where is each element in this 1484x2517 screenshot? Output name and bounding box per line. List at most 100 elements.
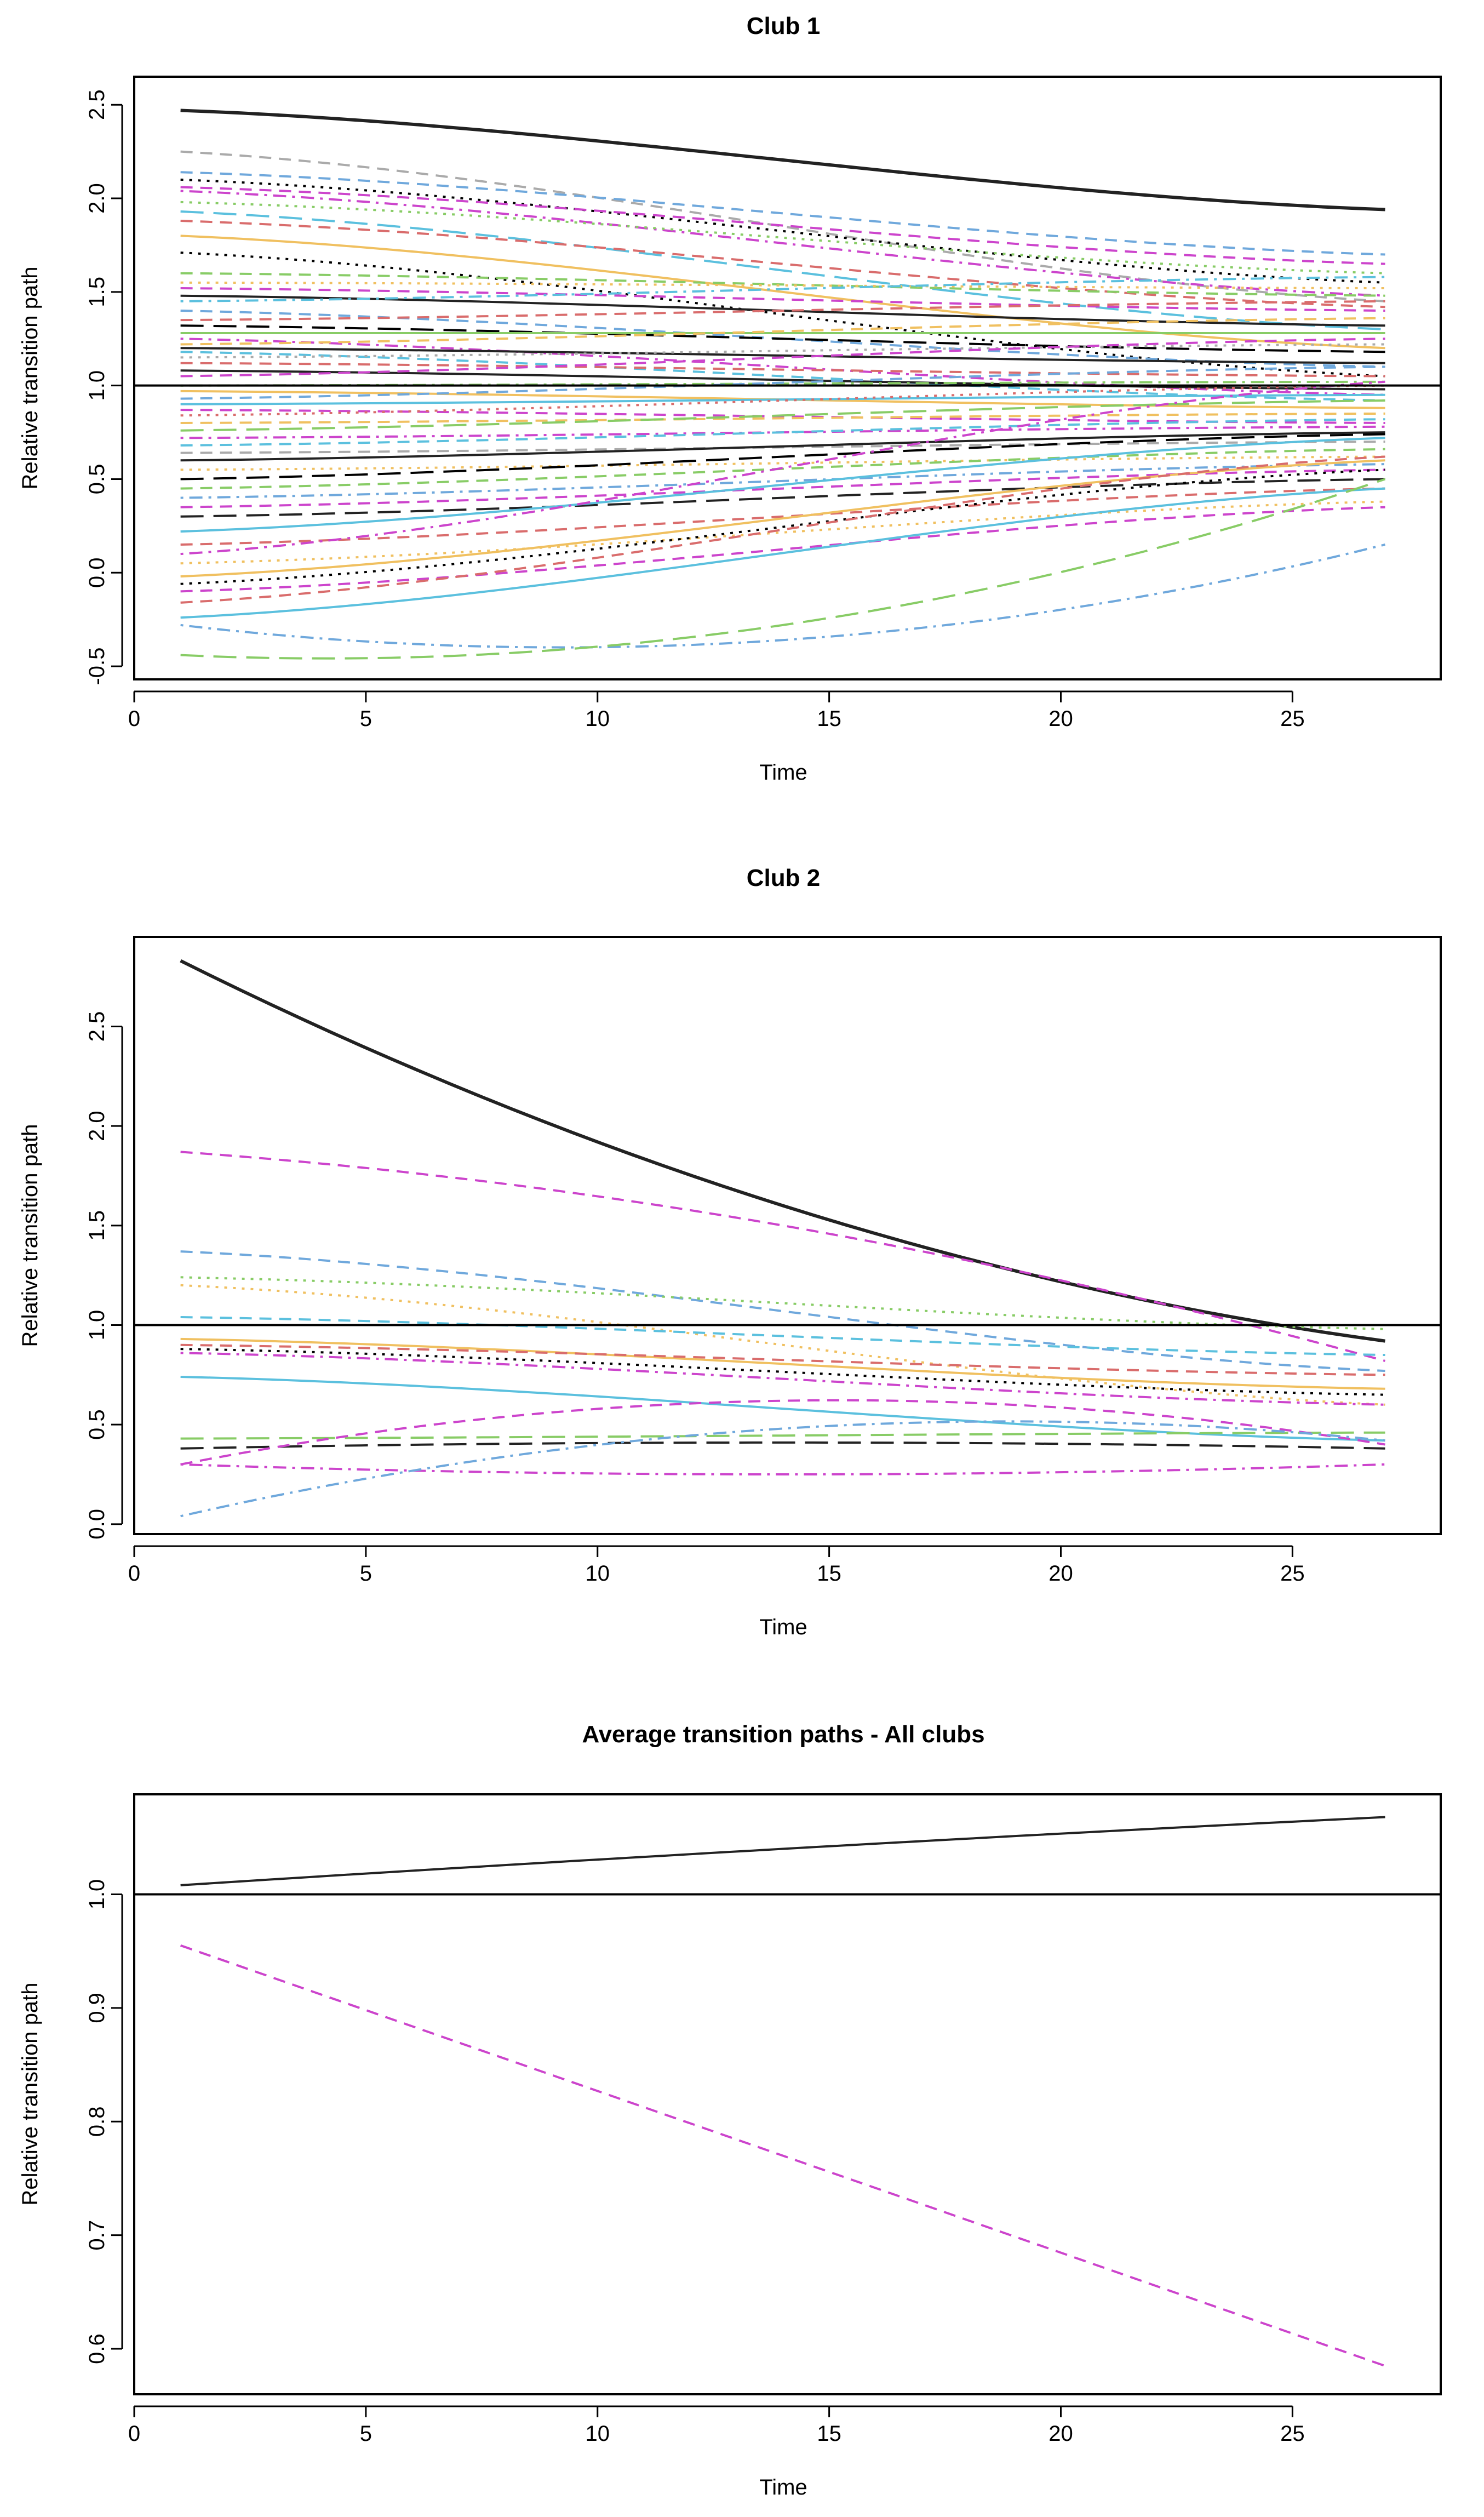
series-line xyxy=(180,1337,1385,1390)
series-lines xyxy=(180,1816,1386,2367)
x-tick-label: 0 xyxy=(128,2422,140,2446)
y-tick-label: 1.0 xyxy=(85,1879,109,1910)
y-tick-label: 0.5 xyxy=(85,464,109,495)
x-tick-label: 15 xyxy=(817,2422,841,2446)
x-tick-label: 25 xyxy=(1280,1561,1305,1586)
series-line xyxy=(180,324,1385,353)
series-line xyxy=(180,210,1385,331)
x-tick-label: 25 xyxy=(1280,707,1305,731)
series-line xyxy=(180,171,1385,256)
x-tick-label: 0 xyxy=(128,1561,140,1586)
series-line xyxy=(180,433,1385,480)
y-tick-label: 1.5 xyxy=(85,1210,109,1241)
y-tick-label: 2.0 xyxy=(85,183,109,214)
series-line xyxy=(180,317,1385,346)
plot-frame xyxy=(133,76,1442,680)
series-line xyxy=(180,365,1385,400)
y-tick-label: 0.7 xyxy=(85,2220,109,2251)
x-tick-label: 10 xyxy=(585,2422,610,2446)
y-tick-label: 1.5 xyxy=(85,277,109,307)
panel-average: Average transition paths - All clubs 0 5 1… xyxy=(18,1721,1442,2499)
plot-frame xyxy=(133,936,1442,1535)
y-tick-label: 0.9 xyxy=(85,1993,109,2023)
series-line xyxy=(180,1316,1385,1356)
series-line xyxy=(180,463,1385,499)
series-line xyxy=(180,437,1385,533)
y-tick-label: 1.0 xyxy=(85,370,109,401)
series-line xyxy=(180,300,1385,322)
series-line xyxy=(180,468,1385,508)
x-tick-label: 20 xyxy=(1048,707,1073,731)
series-line xyxy=(180,431,1385,462)
y-tick-label: -0.5 xyxy=(85,648,109,685)
x-axis-label: Time xyxy=(759,2475,807,2499)
series-line xyxy=(180,362,1385,377)
x-tick-label: 5 xyxy=(360,707,372,731)
x-tick-label: 0 xyxy=(128,707,140,731)
y-ticks: 0.6 0.7 0.8 0.9 1.0 xyxy=(85,1879,123,2364)
series-line xyxy=(180,276,1385,302)
series-line xyxy=(180,1399,1385,1466)
chart-title: Club 1 xyxy=(747,13,820,39)
series-line xyxy=(180,108,1385,211)
series-line xyxy=(180,272,1385,297)
series-line xyxy=(180,1441,1385,1450)
x-tick-label: 20 xyxy=(1048,2422,1073,2446)
x-tick-label: 10 xyxy=(585,1561,610,1586)
x-axis-label: Time xyxy=(759,1615,807,1639)
series-line xyxy=(180,1816,1385,1886)
series-line xyxy=(180,337,1385,377)
series-line xyxy=(180,347,1385,364)
series-line xyxy=(180,399,1385,432)
series-line xyxy=(180,190,1385,297)
series-line xyxy=(180,287,1385,312)
series-line xyxy=(180,455,1385,604)
series-line xyxy=(180,393,1385,405)
series-line xyxy=(180,487,1385,619)
chart-title: Club 2 xyxy=(747,865,820,891)
panel-club-2: Club 2 0 5 10 15 20 25 0.0 0.5 1.0 1.5 2.0 2.5 Tim… xyxy=(18,865,1442,1639)
y-tick-label: 2.0 xyxy=(85,1111,109,1141)
y-tick-label: 0.0 xyxy=(85,557,109,588)
series-line xyxy=(180,1463,1385,1475)
series-line xyxy=(180,186,1385,265)
y-tick-label: 0.5 xyxy=(85,1409,109,1440)
x-tick-label: 5 xyxy=(360,1561,372,1586)
y-tick-label: 2.5 xyxy=(85,89,109,120)
x-tick-label: 15 xyxy=(817,1561,841,1586)
series-line xyxy=(180,1944,1386,2367)
x-tick-label: 25 xyxy=(1280,2422,1305,2446)
y-axis-label: Relative transition path xyxy=(18,1983,42,2206)
series-line xyxy=(180,468,1385,585)
series-line xyxy=(180,234,1385,350)
x-tick-label: 10 xyxy=(585,707,610,731)
series-line xyxy=(180,1420,1385,1518)
panel-club-1: Club 1 0 5 10 15 20 25 -0.5 0.0 0.5 1.0 1.5 2.0 2.5… xyxy=(18,13,1442,785)
y-tick-label: 0.6 xyxy=(85,2333,109,2364)
x-ticks: 0 5 10 15 20 25 xyxy=(128,690,1305,731)
series-line xyxy=(180,544,1385,649)
y-tick-label: 1.0 xyxy=(85,1310,109,1341)
series-line xyxy=(180,418,1385,447)
x-tick-label: 5 xyxy=(360,2422,372,2446)
x-ticks: 0 5 10 15 20 25 xyxy=(128,1545,1305,1586)
series-lines xyxy=(180,959,1386,1518)
series-line xyxy=(180,1352,1385,1406)
series-line xyxy=(180,412,1385,424)
y-tick-label: 2.5 xyxy=(85,1011,109,1042)
x-tick-label: 20 xyxy=(1048,1561,1073,1586)
y-axis-label: Relative transition path xyxy=(18,1124,42,1347)
series-line xyxy=(180,1431,1385,1440)
plot-frame xyxy=(133,1793,1442,2395)
y-tick-label: 0.8 xyxy=(85,2106,109,2137)
series-line xyxy=(180,1151,1386,1362)
series-line xyxy=(180,220,1385,308)
series-line xyxy=(180,487,1385,546)
x-axis-label: Time xyxy=(759,760,807,785)
y-tick-label: 0.0 xyxy=(85,1509,109,1540)
x-tick-label: 15 xyxy=(817,707,841,731)
y-axis-label: Relative transition path xyxy=(18,267,42,490)
chart-title: Average transition paths - All clubs xyxy=(582,1721,984,1748)
series-line xyxy=(180,380,1385,556)
